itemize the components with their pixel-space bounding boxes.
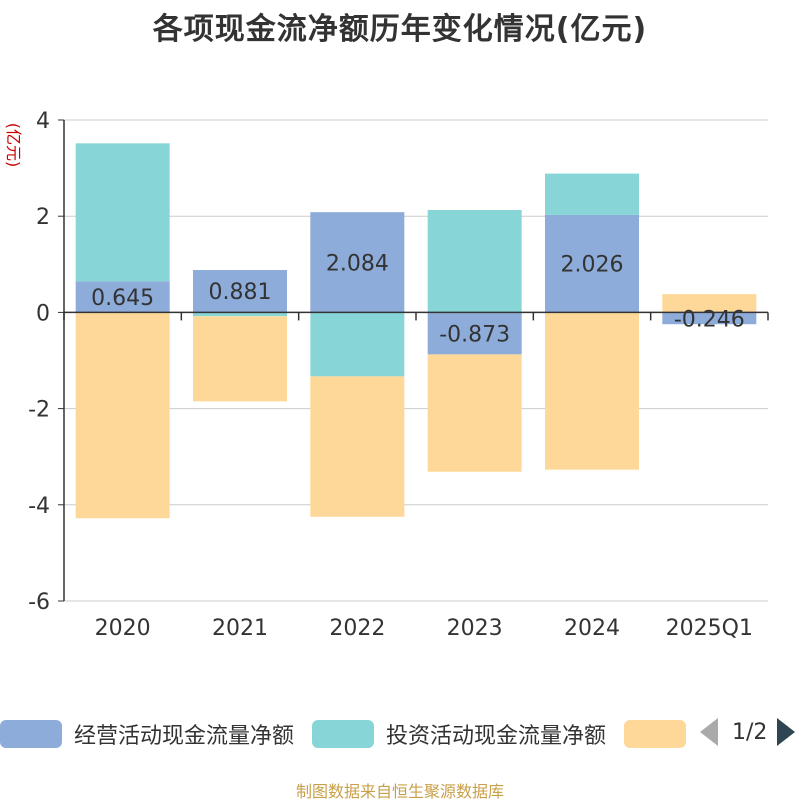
legend-item-operating[interactable]: 经营活动现金流量净额 <box>0 718 294 750</box>
data-label: 0.645 <box>91 286 154 311</box>
bar-2020-series-0 <box>75 281 170 313</box>
data-labels: 0.645 0.881 2.084 -0.873 2.026 -0.246 <box>91 251 745 347</box>
x-tick-label: 2023 <box>447 616 503 641</box>
x-tick-label: 2021 <box>212 616 268 641</box>
y-axis-label: (亿元) <box>4 123 23 168</box>
y-tick-label: -4 <box>28 494 50 519</box>
x-tick-label: 2022 <box>329 616 385 641</box>
bar-2024-series-2 <box>545 312 639 470</box>
legend: 经营活动现金流量净额 投资活动现金流量净额 <box>0 716 716 752</box>
bar-2025Q1-series-0 <box>662 312 757 325</box>
legend-swatch-investing <box>312 720 375 748</box>
legend-pager: 1/2 <box>700 718 796 746</box>
x-tick-label: 2024 <box>564 616 620 641</box>
y-tick-label: 2 <box>36 205 50 230</box>
bar-2022-series-0 <box>310 212 405 313</box>
bars <box>75 143 757 519</box>
chart-title: 各项现金流净额历年变化情况(亿元) <box>152 12 648 47</box>
data-label: 2.084 <box>326 251 389 276</box>
data-label: -0.246 <box>674 307 745 332</box>
y-tick-label: 0 <box>36 301 50 326</box>
legend-label-investing: 投资活动现金流量净额 <box>386 724 607 749</box>
data-label: -0.873 <box>439 322 510 347</box>
bar-2020-series-2 <box>75 312 170 519</box>
x-tick-label: 2020 <box>95 616 151 641</box>
x-tick-label: 2025Q1 <box>666 616 753 641</box>
bar-2022-series-2 <box>310 376 405 517</box>
legend-swatch-operating <box>0 720 62 748</box>
legend-item-third[interactable] <box>624 720 698 748</box>
pager-prev-icon[interactable] <box>700 718 718 746</box>
pager-page-indicator: 1/2 <box>732 719 768 745</box>
bar-2025Q1-series-2 <box>662 294 757 313</box>
bar-2024-series-1 <box>545 173 639 215</box>
y-tick-label: -2 <box>28 398 50 423</box>
data-source-note: 制图数据来自恒生聚源数据库 <box>295 782 504 801</box>
pager-next-icon[interactable] <box>777 718 796 746</box>
y-tick-label: -6 <box>28 590 50 615</box>
legend-swatch-third <box>624 720 687 748</box>
bar-2021-series-2 <box>193 316 287 402</box>
bar-2020-series-1 <box>75 143 170 282</box>
bar-2021-series-1 <box>193 312 287 317</box>
bar-2021-series-0 <box>193 270 287 313</box>
axes: 4 2 0 -2 -4 -6 2020 2021 2022 2023 2024 2025Q1 (亿元) <box>4 109 769 641</box>
grid-lines <box>64 119 768 602</box>
y-tick-label: 4 <box>36 109 50 134</box>
data-label: 2.026 <box>561 253 624 278</box>
bar-2023-series-0 <box>427 312 522 355</box>
bar-2023-series-2 <box>427 354 522 472</box>
bar-2023-series-1 <box>427 209 522 313</box>
data-label: 0.881 <box>209 280 272 305</box>
legend-label-operating: 经营活动现金流量净额 <box>74 724 295 749</box>
legend-item-investing[interactable]: 投资活动现金流量净额 <box>312 718 606 750</box>
bar-2024-series-0 <box>545 214 639 313</box>
bar-2022-series-1 <box>310 312 405 377</box>
